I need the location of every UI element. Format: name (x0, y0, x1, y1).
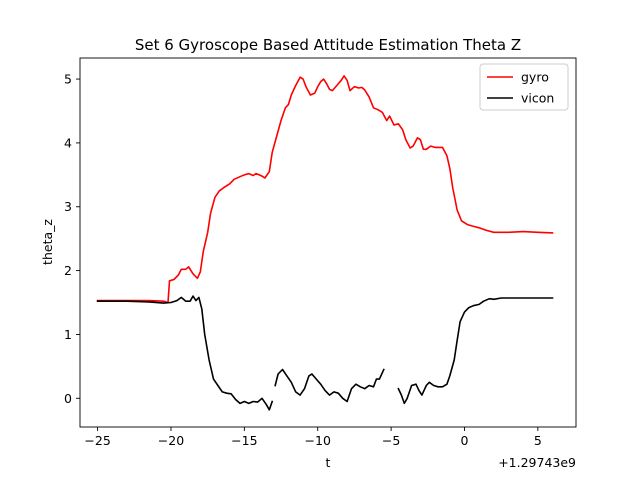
x-tick-label: −5 (382, 433, 400, 448)
legend: gyro vicon (479, 63, 569, 111)
plot-lines (96, 75, 554, 411)
x-tick-label: −20 (158, 433, 184, 448)
chart-title: Set 6 Gyroscope Based Attitude Estimatio… (135, 36, 521, 54)
x-tick-label: −10 (305, 433, 331, 448)
y-axis-label: theta_z (40, 219, 55, 265)
x-tick-label: −15 (231, 433, 257, 448)
axes: −25 −20 −15 −10 −5 0 5 0 1 2 3 4 5 (64, 57, 577, 448)
series-vicon-line-1 (274, 368, 385, 403)
x-axis-label: t (326, 455, 331, 470)
plot-frame (79, 57, 577, 428)
series-gyro-line-0 (96, 75, 554, 304)
x-tick-label: −25 (84, 433, 110, 448)
y-tick-label: 4 (64, 135, 72, 150)
y-tick-label: 1 (64, 327, 72, 342)
x-tick-label: 0 (460, 433, 468, 448)
series-vicon-line-2 (397, 297, 554, 405)
legend-label-vicon: vicon (521, 91, 554, 106)
y-tick-label: 0 (64, 391, 72, 406)
y-tick-label: 3 (64, 199, 72, 214)
x-tick-label: 5 (534, 433, 542, 448)
y-tick-label: 2 (64, 263, 72, 278)
x-offset-label: +1.29743e9 (498, 455, 576, 470)
legend-label-gyro: gyro (521, 70, 549, 85)
y-tick-label: 5 (64, 72, 72, 87)
series-vicon-line-0 (96, 295, 274, 411)
